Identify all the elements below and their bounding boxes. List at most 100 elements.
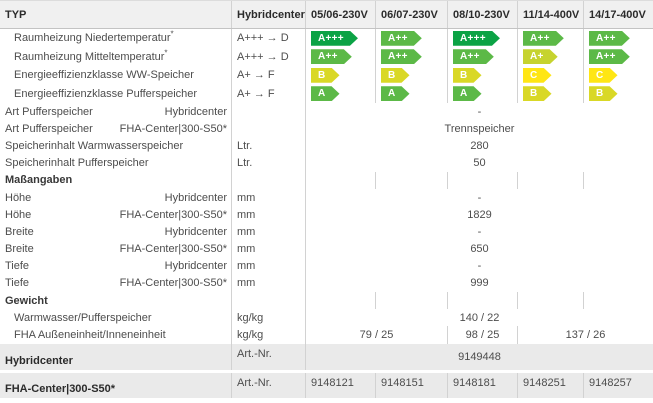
energy-rating-badge: A: [453, 86, 482, 101]
energy-rating-badge: A+++: [311, 31, 358, 46]
energy-scale: A+++ → D: [232, 47, 306, 66]
spec-row-unit: kg/kg: [232, 309, 306, 327]
spec-row-value: -: [477, 225, 482, 238]
spec-row-label: Höhe: [5, 208, 32, 221]
spec-row-breite-fha: Breite FHA-Center|300-S50* mm 650: [0, 240, 653, 258]
spec-row-unit: Ltr.: [232, 154, 306, 172]
energy-scale: A+++ → D: [232, 29, 306, 48]
spec-row-sublabel: Hybridcenter: [164, 191, 227, 204]
artnr-product-label: FHA-Center|300-S50*: [0, 372, 232, 398]
energy-row-label: Raumheizung Niedertemperatur*: [14, 29, 174, 45]
spec-row-label: Breite: [5, 225, 34, 238]
energy-row-label: Raumheizung Mitteltemperatur*: [14, 48, 168, 63]
artnr-unit: Art.-Nr.: [232, 372, 306, 398]
header-model-4: 11/14-400V: [518, 1, 584, 28]
artnr-product-label: Hybridcenter: [0, 343, 232, 370]
section-row-gewicht: Gewicht: [0, 292, 653, 310]
footnote-asterisk: *: [170, 29, 174, 39]
spec-row-label: Speicherinhalt Pufferspeicher: [5, 157, 149, 170]
spec-row-label: Warmwasser/Pufferspeicher: [14, 311, 152, 324]
artnr-value: 9148257: [589, 376, 632, 389]
energy-rating-badge: A++: [453, 49, 494, 64]
energy-rating-badge: C: [589, 68, 618, 83]
header-model-2: 06/07-230V: [376, 1, 448, 28]
spec-row-value: 79 / 25: [306, 326, 448, 344]
energy-row-mitteltemperatur: Raumheizung Mitteltemperatur* A+++ → D A…: [0, 47, 653, 66]
spec-row-unit: mm: [232, 188, 306, 207]
artnr-value: 9149448: [458, 350, 501, 363]
energy-rating-badge: C: [523, 68, 552, 83]
spec-row-tiefe-hc: Tiefe Hybridcenter mm -: [0, 257, 653, 275]
spec-row-sublabel: FHA-Center|300-S50*: [119, 277, 227, 290]
spec-row-label: Art Pufferspeicher: [5, 122, 93, 135]
energy-row-ww-speicher: Energieeffizienzklasse WW-Speicher A+ → …: [0, 66, 653, 85]
energy-rating-badge: A: [381, 86, 410, 101]
artnr-value: 9148121: [306, 372, 376, 398]
energy-rating-badge: A+++: [453, 31, 500, 46]
spec-row-gewicht-ww-puffer: Warmwasser/Pufferspeicher kg/kg 140 / 22: [0, 309, 653, 327]
spec-row-value: -: [477, 191, 482, 204]
energy-rating-badge: A++: [381, 31, 422, 46]
spec-row-label: Tiefe: [5, 260, 30, 273]
spec-row-speicherinhalt-puffer: Speicherinhalt Pufferspeicher Ltr. 50: [0, 154, 653, 172]
spec-row-value: 140 / 22: [459, 311, 500, 324]
footnote-asterisk: *: [164, 48, 168, 58]
header-hybridcenter: Hybridcenter: [232, 1, 306, 28]
header-model-1: 05/06-230V: [306, 1, 376, 28]
spec-row-art-pufferspeicher-fha: Art Pufferspeicher FHA-Center|300-S50* Tr…: [0, 120, 653, 138]
energy-rating-badge: A++: [311, 49, 352, 64]
artnr-value: 9148181: [448, 372, 518, 398]
spec-row-sublabel: FHA-Center|300-S50*: [119, 243, 227, 256]
energy-row-pufferspeicher: Energieeffizienzklasse Pufferspeicher A+…: [0, 84, 653, 103]
spec-row-sublabel: Hybridcenter: [164, 225, 227, 238]
energy-rating-badge: B: [589, 86, 618, 101]
spec-row-gewicht-fha: FHA Außeneinheit/Inneneinheit kg/kg 79 /…: [0, 326, 653, 344]
spec-row-value: 1829: [467, 208, 492, 221]
energy-scale: A+ → F: [232, 84, 306, 103]
spec-row-tiefe-fha: Tiefe FHA-Center|300-S50* mm 999: [0, 274, 653, 293]
artnr-unit: Art.-Nr.: [232, 343, 306, 370]
energy-rating-badge: B: [523, 86, 552, 101]
energy-rating-badge: A++: [589, 49, 630, 64]
spec-row-value: 280: [470, 139, 489, 152]
spec-row-unit: mm: [232, 274, 306, 293]
spec-row-label: FHA Außeneinheit/Inneneinheit: [14, 329, 166, 342]
spec-row-value: 50: [473, 157, 486, 170]
energy-rating-badge: B: [381, 68, 410, 83]
spec-row-unit: mm: [232, 240, 306, 258]
spec-row-label: Speicherinhalt Warmwasserspeicher: [5, 139, 184, 152]
spec-row-hoehe-fha: Höhe FHA-Center|300-S50* mm 1829: [0, 206, 653, 224]
spec-row-breite-hc: Breite Hybridcenter mm -: [0, 223, 653, 241]
artnr-row-hybridcenter: Hybridcenter Art.-Nr. 9149448: [0, 343, 653, 370]
energy-rating-badge: B: [311, 68, 340, 83]
energy-scale: A+ → F: [232, 66, 306, 85]
energy-rating-badge: B: [453, 68, 482, 83]
energy-rating-badge: A: [311, 86, 340, 101]
spec-row-speicherinhalt-ww: Speicherinhalt Warmwasserspeicher Ltr. 2…: [0, 137, 653, 155]
spec-row-unit: mm: [232, 223, 306, 241]
spec-row-unit: mm: [232, 206, 306, 224]
header-model-3: 08/10-230V: [448, 1, 518, 28]
spec-row-sublabel: FHA-Center|300-S50*: [119, 122, 227, 135]
spec-row-unit: mm: [232, 257, 306, 275]
artnr-value: 9148151: [376, 372, 448, 398]
section-label: Gewicht: [5, 294, 48, 307]
energy-rating-badge: A++: [381, 49, 422, 64]
header-typ: TYP: [0, 1, 232, 28]
spec-row-value: 999: [470, 277, 489, 290]
spec-row-sublabel: FHA-Center|300-S50*: [119, 208, 227, 221]
energy-row-niedertemperatur: Raumheizung Niedertemperatur* A+++ → D A…: [0, 29, 653, 48]
table-header-row: TYP Hybridcenter 05/06-230V 06/07-230V 0…: [0, 1, 653, 29]
header-model-5: 14/17-400V: [589, 8, 646, 21]
section-row-massangaben: Maßangaben: [0, 171, 653, 189]
spec-row-hoehe-hc: Höhe Hybridcenter mm -: [0, 188, 653, 207]
spec-row-value: 137 / 26: [565, 329, 606, 342]
spec-row-value: -: [477, 105, 482, 118]
spec-row-unit: Ltr.: [232, 137, 306, 155]
energy-rating-badge: A++: [589, 31, 630, 46]
spec-row-label: Höhe: [5, 191, 32, 204]
spec-row-art-pufferspeicher-hc: Art Pufferspeicher Hybridcenter -: [0, 103, 653, 121]
energy-row-label: Energieeffizienzklasse Pufferspeicher: [14, 87, 198, 100]
spec-row-sublabel: Hybridcenter: [164, 105, 227, 118]
energy-rating-badge: A+: [523, 49, 558, 64]
